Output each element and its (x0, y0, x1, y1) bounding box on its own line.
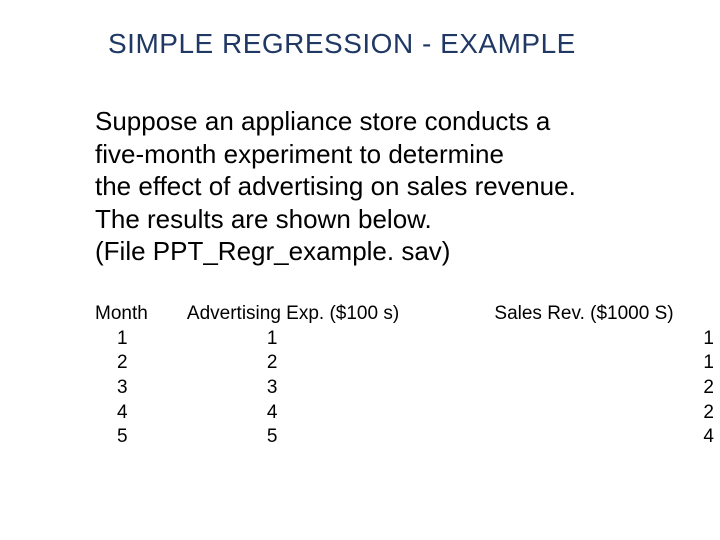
body-paragraph: Suppose an appliance store conducts a fi… (95, 105, 576, 268)
table-row: 3 3 2 (95, 376, 720, 401)
table-cell: 1 (187, 327, 494, 352)
body-line: five-month experiment to determine (95, 138, 576, 171)
table-header-cell: Sales Rev. ($1000 S) (494, 302, 720, 327)
data-table: Month Advertising Exp. ($100 s) Sales Re… (95, 302, 720, 450)
table-cell: 2 (494, 376, 720, 401)
body-line: (File PPT_Regr_example. sav) (95, 235, 576, 268)
table-row: 4 4 2 (95, 401, 720, 426)
body-line: Suppose an appliance store conducts a (95, 105, 576, 138)
table-cell: 3 (187, 376, 494, 401)
slide: SIMPLE REGRESSION - EXAMPLE Suppose an a… (0, 0, 720, 540)
table-cell: 1 (494, 327, 720, 352)
slide-title: SIMPLE REGRESSION - EXAMPLE (108, 28, 576, 60)
table-cell: 2 (494, 401, 720, 426)
table-cell: 2 (187, 351, 494, 376)
table-cell: 5 (95, 425, 187, 450)
table-row: 1 1 1 (95, 327, 720, 352)
table-cell: 4 (494, 425, 720, 450)
table-header-row: Month Advertising Exp. ($100 s) Sales Re… (95, 302, 720, 327)
table-cell: 3 (95, 376, 187, 401)
table-cell: 4 (95, 401, 187, 426)
table-cell: 4 (187, 401, 494, 426)
body-line: the effect of advertising on sales reven… (95, 170, 576, 203)
table-row: 2 2 1 (95, 351, 720, 376)
body-line: The results are shown below. (95, 203, 576, 236)
table-cell: 1 (95, 327, 187, 352)
table-row: 5 5 4 (95, 425, 720, 450)
table-cell: 1 (494, 351, 720, 376)
table-cell: 5 (187, 425, 494, 450)
table-header-cell: Month (95, 302, 187, 327)
table-header-cell: Advertising Exp. ($100 s) (187, 302, 494, 327)
table-cell: 2 (95, 351, 187, 376)
